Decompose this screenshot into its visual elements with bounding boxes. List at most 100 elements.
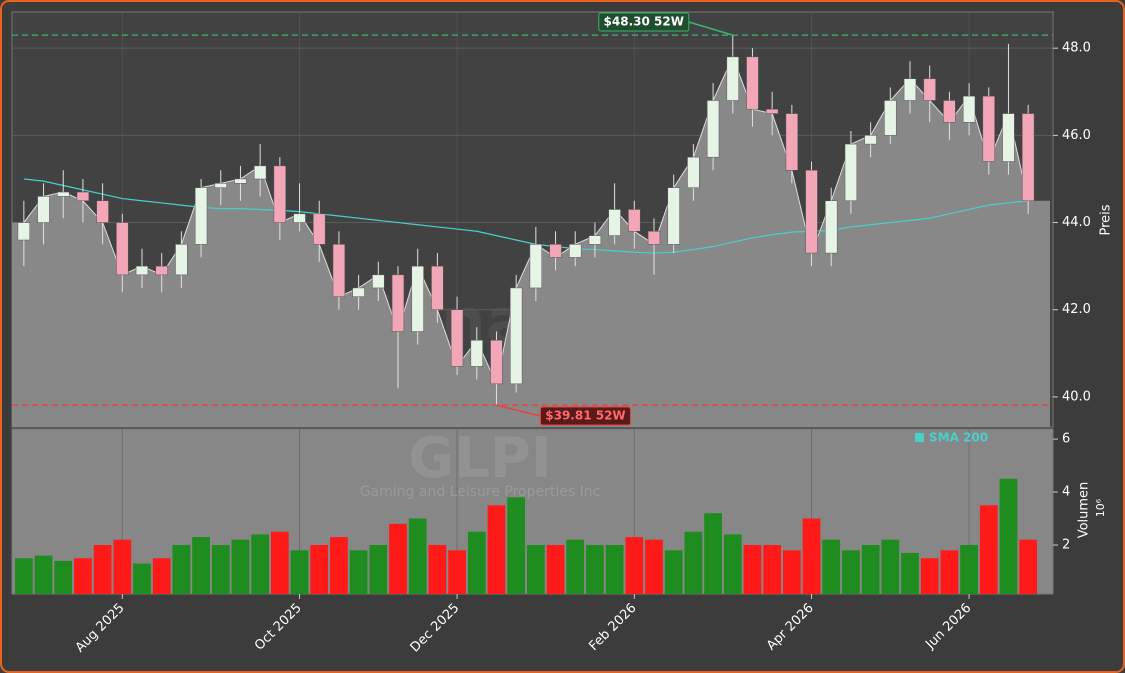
candle-body bbox=[96, 200, 109, 223]
volume-bar bbox=[330, 537, 348, 594]
y-tick-label: 42.0 bbox=[1062, 302, 1091, 317]
volume-bar bbox=[93, 545, 112, 594]
y-tick-label: 48.0 bbox=[1062, 41, 1091, 56]
candle-body bbox=[411, 265, 424, 332]
annotation-arrow bbox=[688, 21, 733, 36]
sma-line bbox=[23, 178, 1029, 254]
volume-bar bbox=[231, 539, 250, 594]
candle-body bbox=[844, 143, 858, 202]
candle-body bbox=[391, 274, 405, 332]
annotation-label: $48.30 52W bbox=[604, 15, 684, 29]
volume-bar bbox=[487, 505, 506, 594]
candle-body bbox=[234, 178, 247, 184]
volume-bar bbox=[526, 545, 545, 594]
volume-bar bbox=[211, 545, 230, 594]
candle-body bbox=[1021, 113, 1035, 202]
candle-body bbox=[706, 100, 720, 158]
volume-bar bbox=[979, 505, 998, 594]
volume-tick-label: 2 bbox=[1062, 538, 1070, 553]
volume-bar bbox=[74, 558, 92, 594]
volume-bar bbox=[999, 478, 1018, 594]
volume-bar bbox=[664, 550, 683, 594]
candle-body bbox=[1002, 113, 1015, 162]
ticker-watermark: GLPI bbox=[408, 426, 552, 491]
y-tick-label: 44.0 bbox=[1062, 215, 1091, 230]
candle-body bbox=[903, 78, 917, 101]
volume-bar bbox=[684, 531, 703, 594]
volume-bar bbox=[901, 552, 919, 594]
volume-bar bbox=[389, 523, 407, 594]
volume-bar bbox=[172, 545, 191, 594]
volume-bar bbox=[704, 513, 722, 594]
volume-bar bbox=[861, 545, 880, 594]
volume-bar bbox=[192, 537, 210, 594]
volume-bar bbox=[270, 531, 289, 594]
volume-bar bbox=[34, 555, 53, 594]
candle-body bbox=[588, 235, 602, 245]
volume-bar bbox=[467, 531, 486, 594]
annotation-arrow bbox=[496, 404, 541, 417]
volume-bar bbox=[802, 518, 821, 594]
volume-bar bbox=[448, 550, 466, 594]
candle-body bbox=[76, 191, 90, 202]
candle-body bbox=[746, 56, 759, 110]
volume-bar bbox=[625, 537, 644, 594]
volume-bar bbox=[349, 550, 368, 594]
y-axis-label: Preis bbox=[1099, 204, 1114, 235]
candle-body bbox=[490, 340, 503, 385]
candle-body bbox=[667, 187, 680, 245]
volume-bar bbox=[1019, 539, 1038, 594]
candle-body bbox=[549, 244, 562, 258]
annotation-box bbox=[598, 12, 690, 32]
volume-bar bbox=[14, 558, 33, 594]
volume-bar bbox=[940, 550, 959, 594]
candle-body bbox=[923, 78, 936, 101]
volume-bar bbox=[763, 545, 782, 594]
volume-bar bbox=[152, 558, 171, 594]
candle-body bbox=[628, 209, 641, 232]
volume-bar bbox=[310, 545, 329, 594]
candle-body bbox=[765, 108, 779, 114]
y-tick-label: 46.0 bbox=[1062, 128, 1091, 143]
volume-bar bbox=[782, 550, 801, 594]
volume-bar bbox=[586, 545, 604, 594]
candle-body bbox=[943, 100, 956, 123]
candle-body bbox=[313, 213, 326, 245]
volume-bar bbox=[428, 545, 447, 594]
candle-body bbox=[17, 222, 31, 241]
volume-bar bbox=[133, 563, 151, 594]
candle-body bbox=[175, 244, 188, 276]
volume-bar bbox=[842, 550, 860, 594]
candle-body bbox=[864, 135, 877, 145]
annotation-label: $39.81 52W bbox=[545, 409, 625, 423]
candle-body bbox=[135, 265, 149, 276]
volume-axis-label: Volumen bbox=[1077, 482, 1092, 539]
candle-body bbox=[962, 95, 976, 123]
candle-body bbox=[647, 231, 661, 245]
candle-body bbox=[982, 95, 995, 162]
volume-bar bbox=[566, 539, 585, 594]
volume-bar bbox=[960, 545, 978, 594]
candle-body bbox=[470, 340, 483, 367]
candle-body bbox=[332, 244, 346, 297]
volume-tick-label: 6 bbox=[1062, 432, 1070, 447]
candle-body bbox=[214, 183, 227, 188]
candle-body bbox=[785, 113, 799, 171]
volume-bar bbox=[822, 539, 841, 594]
volume-bar bbox=[723, 534, 742, 594]
annotation-box bbox=[539, 406, 631, 426]
volume-bar bbox=[369, 545, 388, 594]
legend-label: SMA 200 bbox=[929, 431, 988, 445]
candle-body bbox=[352, 287, 365, 297]
volume-unit: 10⁶ bbox=[1094, 498, 1107, 517]
price-area bbox=[12, 56, 1050, 428]
candle-body bbox=[608, 209, 621, 236]
volume-bar bbox=[645, 539, 663, 594]
candle-body bbox=[372, 274, 385, 289]
candle-body bbox=[825, 200, 838, 254]
company-watermark: Gaming and Leisure Properties Inc bbox=[360, 484, 601, 500]
candle-body bbox=[37, 196, 50, 223]
candle-body bbox=[569, 244, 582, 258]
candle-body bbox=[155, 265, 168, 276]
candle-body bbox=[116, 222, 129, 276]
